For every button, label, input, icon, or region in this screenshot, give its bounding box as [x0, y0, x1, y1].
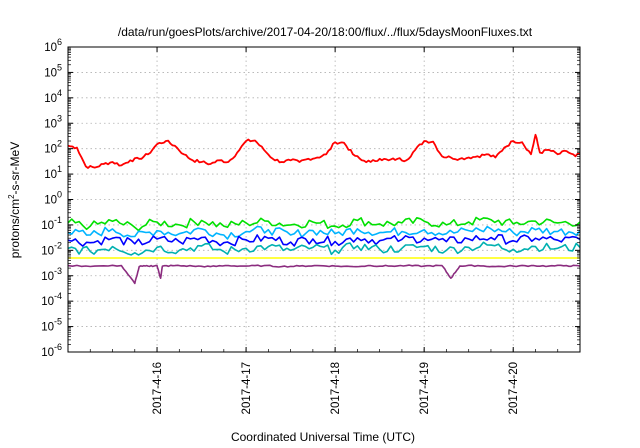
y-tick-exponent: 3: [57, 113, 62, 123]
y-tick-exponent: 4: [57, 88, 62, 98]
series-line-1: [67, 216, 581, 232]
y-tick-exponent: 0: [57, 190, 62, 200]
x-tick-label: 2017-4-17: [241, 362, 253, 414]
y-tick-base: 10: [44, 144, 57, 156]
y-tick-label: 100: [44, 190, 62, 207]
series-line-0: [67, 133, 581, 169]
y-tick-label: 10-1: [41, 215, 62, 232]
y-axis-label: protons/cm2-s-sr-MeV: [7, 142, 22, 258]
y-tick-label: 10-5: [41, 317, 62, 334]
y-tick-exponent: 6: [57, 37, 62, 47]
series-line-3: [67, 234, 581, 247]
y-tick-base: 10: [41, 347, 54, 359]
series-line-4: [67, 241, 581, 256]
y-tick-base: 10: [41, 322, 54, 334]
chart-title: /data/run/goesPlots/archive/2017-04-20/1…: [118, 25, 533, 39]
y-tick-label: 10-4: [41, 291, 62, 308]
x-tick-label: 2017-4-19: [419, 362, 431, 414]
y-tick-base: 10: [44, 169, 57, 181]
y-tick-base: 10: [44, 93, 57, 105]
y-tick-exponent: -3: [54, 266, 62, 276]
y-tick-base: 10: [44, 118, 57, 130]
y-tick-exponent: 5: [57, 62, 62, 72]
y-tick-base: 10: [41, 296, 54, 308]
y-tick-exponent: 1: [57, 164, 62, 174]
y-tick-exponent: -2: [54, 240, 62, 250]
series-line-6: [67, 264, 581, 285]
y-tick-exponent: -1: [54, 215, 62, 225]
y-axis: 10-610-510-410-310-210-11001011021031041…: [41, 37, 580, 359]
x-tick-label: 2017-4-16: [152, 362, 164, 414]
series-group: [67, 133, 581, 285]
y-tick-label: 106: [44, 37, 62, 54]
y-tick-exponent: -5: [54, 317, 62, 327]
y-tick-base: 10: [44, 195, 57, 207]
x-axis: 2017-4-16 2017-4-17 2017-4-18 2017-4-19 2017…: [67, 47, 581, 414]
y-axis-label-superscript: 2: [7, 194, 16, 199]
y-axis-label-part1: protons/cm: [8, 199, 22, 258]
y-tick-label: 101: [44, 164, 62, 181]
y-tick-label: 10-2: [41, 240, 62, 257]
y-tick-label: 105: [44, 62, 62, 79]
y-tick-exponent: -4: [54, 291, 62, 301]
y-tick-exponent: -6: [54, 342, 62, 352]
y-tick-base: 10: [44, 67, 57, 79]
x-tick-label: 2017-4-20: [508, 362, 520, 414]
y-tick-base: 10: [41, 220, 54, 232]
y-tick-label: 103: [44, 113, 62, 130]
grid: [68, 47, 580, 352]
x-axis-label: Coordinated Universal Time (UTC): [231, 430, 415, 444]
y-tick-label: 104: [44, 88, 62, 105]
y-tick-base: 10: [41, 271, 54, 283]
y-tick-label: 10-6: [41, 342, 62, 359]
y-tick-base: 10: [44, 42, 57, 54]
y-tick-base: 10: [41, 245, 54, 257]
y-tick-label: 102: [44, 139, 62, 156]
y-tick-label: 10-3: [41, 266, 62, 283]
y-axis-label-part2: -s-sr-MeV: [8, 142, 22, 195]
y-tick-exponent: 2: [57, 139, 62, 149]
x-tick-label: 2017-4-18: [330, 362, 342, 414]
